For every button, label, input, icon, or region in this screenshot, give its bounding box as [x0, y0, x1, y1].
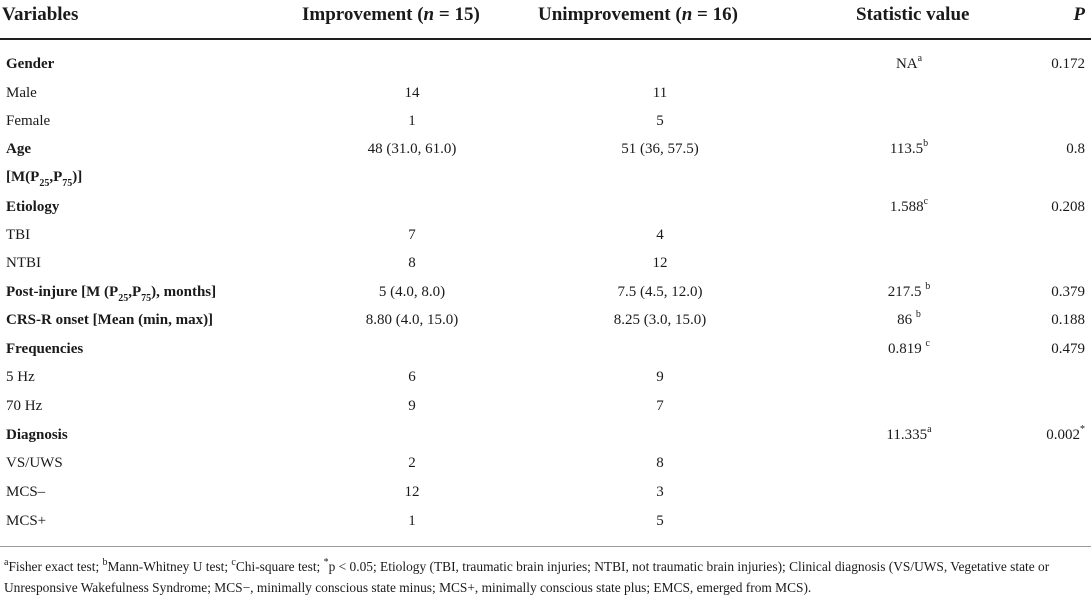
row-label: Etiology	[6, 199, 60, 215]
table-row: CRS-R onset [Mean (min, max)] 8.80 (4.0,…	[0, 309, 1091, 340]
improvement-cell: 8.80 (4.0, 15.0)	[365, 312, 459, 328]
row-label: TBI	[6, 227, 31, 243]
row-label: Male	[6, 85, 37, 101]
unimprovement-cell: 9	[656, 369, 664, 385]
row-label: Gender	[6, 56, 55, 72]
stat-cell: 113.5b	[889, 138, 929, 158]
table-row: MCS– 12 3	[0, 484, 1091, 512]
row-label: Female	[6, 113, 51, 129]
unimprovement-cell: 5	[656, 113, 664, 129]
stat-cell: 86 b	[897, 309, 921, 329]
stat-cell: 217.5 b	[887, 281, 931, 301]
table-bottom-rule	[0, 546, 1091, 547]
unimprovement-cell: 12	[652, 255, 668, 271]
row-label: 5 Hz	[6, 369, 35, 385]
stat-cell: 0.819 c	[888, 338, 930, 358]
table-row: Age 48 (31.0, 61.0) 51 (36, 57.5) 113.5b…	[0, 138, 1091, 169]
row-label: [M(P25,P75)]	[6, 169, 83, 189]
header-unimprovement: Unimprovement (n = 16)	[538, 4, 738, 25]
row-label: Post-injure [M (P25,P75), months]	[6, 284, 217, 304]
table-row: MCS+ 1 5	[0, 513, 1091, 541]
unimprovement-cell: 51 (36, 57.5)	[621, 141, 699, 157]
improvement-cell: 12	[404, 484, 420, 500]
stat-cell: 11.335a	[886, 424, 932, 444]
table-row: Male 14 11	[0, 85, 1091, 113]
unimprovement-cell: 8	[656, 455, 664, 471]
table-footnote: aFisher exact test; bMann-Whitney U test…	[4, 556, 1050, 595]
improvement-cell: 8	[408, 255, 416, 271]
table-row: Etiology 1.588c 0.208	[0, 196, 1091, 227]
table-row: [M(P25,P75)]	[0, 169, 1091, 197]
improvement-cell: 1	[408, 113, 416, 129]
row-label: Diagnosis	[6, 427, 68, 443]
header-p: P	[1073, 4, 1085, 25]
p-cell: 0.172	[1051, 56, 1085, 72]
improvement-cell: 9	[408, 398, 416, 414]
improvement-cell: 2	[408, 455, 416, 471]
improvement-cell: 5 (4.0, 8.0)	[378, 284, 446, 300]
row-label: CRS-R onset [Mean (min, max)]	[6, 312, 214, 328]
table-row: Frequencies 0.819 c 0.479	[0, 338, 1091, 369]
row-label: VS/UWS	[6, 455, 63, 471]
table-row: VS/UWS 2 8	[0, 455, 1091, 483]
improvement-cell: 7	[408, 227, 416, 243]
unimprovement-cell: 7	[656, 398, 664, 414]
row-label: MCS+	[6, 513, 47, 529]
table-row: 70 Hz 9 7	[0, 398, 1091, 426]
p-cell: 0.379	[1051, 284, 1085, 300]
unimprovement-cell: 8.25 (3.0, 15.0)	[613, 312, 707, 328]
header-variables: Variables	[2, 4, 79, 25]
unimprovement-cell: 7.5 (4.5, 12.0)	[617, 284, 703, 300]
table-row: NTBI 8 12	[0, 255, 1091, 283]
p-cell: 0.8	[1066, 141, 1085, 157]
unimprovement-cell: 5	[656, 513, 664, 529]
table-header: Variables Improvement (n = 15) Unimprove…	[0, 0, 1091, 40]
table-row: TBI 7 4	[0, 227, 1091, 255]
header-statistic: Statistic value	[856, 4, 970, 25]
improvement-cell: 14	[404, 85, 420, 101]
p-cell: 0.188	[1051, 312, 1085, 328]
improvement-cell: 48 (31.0, 61.0)	[367, 141, 457, 157]
row-label: NTBI	[6, 255, 41, 271]
p-cell: 0.002*	[1046, 424, 1085, 444]
unimprovement-cell: 3	[656, 484, 664, 500]
stat-cell: NAa	[895, 53, 923, 73]
stat-cell: 1.588c	[889, 196, 929, 216]
row-label: 70 Hz	[6, 398, 43, 414]
table-row: Female 1 5	[0, 113, 1091, 141]
table-row: Post-injure [M (P25,P75), months] 5 (4.0…	[0, 281, 1091, 312]
table-row: 5 Hz 6 9	[0, 369, 1091, 397]
table-row: Gender NAa 0.172	[0, 53, 1091, 84]
unimprovement-cell: 11	[652, 85, 668, 101]
p-cell: 0.208	[1051, 199, 1085, 215]
header-improvement: Improvement (n = 15)	[302, 4, 480, 25]
p-cell: 0.479	[1051, 341, 1085, 357]
improvement-cell: 6	[408, 369, 416, 385]
improvement-cell: 1	[408, 513, 416, 529]
table-row: Diagnosis 11.335a 0.002*	[0, 424, 1091, 455]
unimprovement-cell: 4	[656, 227, 664, 243]
row-label: Frequencies	[6, 341, 84, 357]
row-label: Age	[6, 141, 31, 157]
row-label: MCS–	[6, 484, 46, 500]
